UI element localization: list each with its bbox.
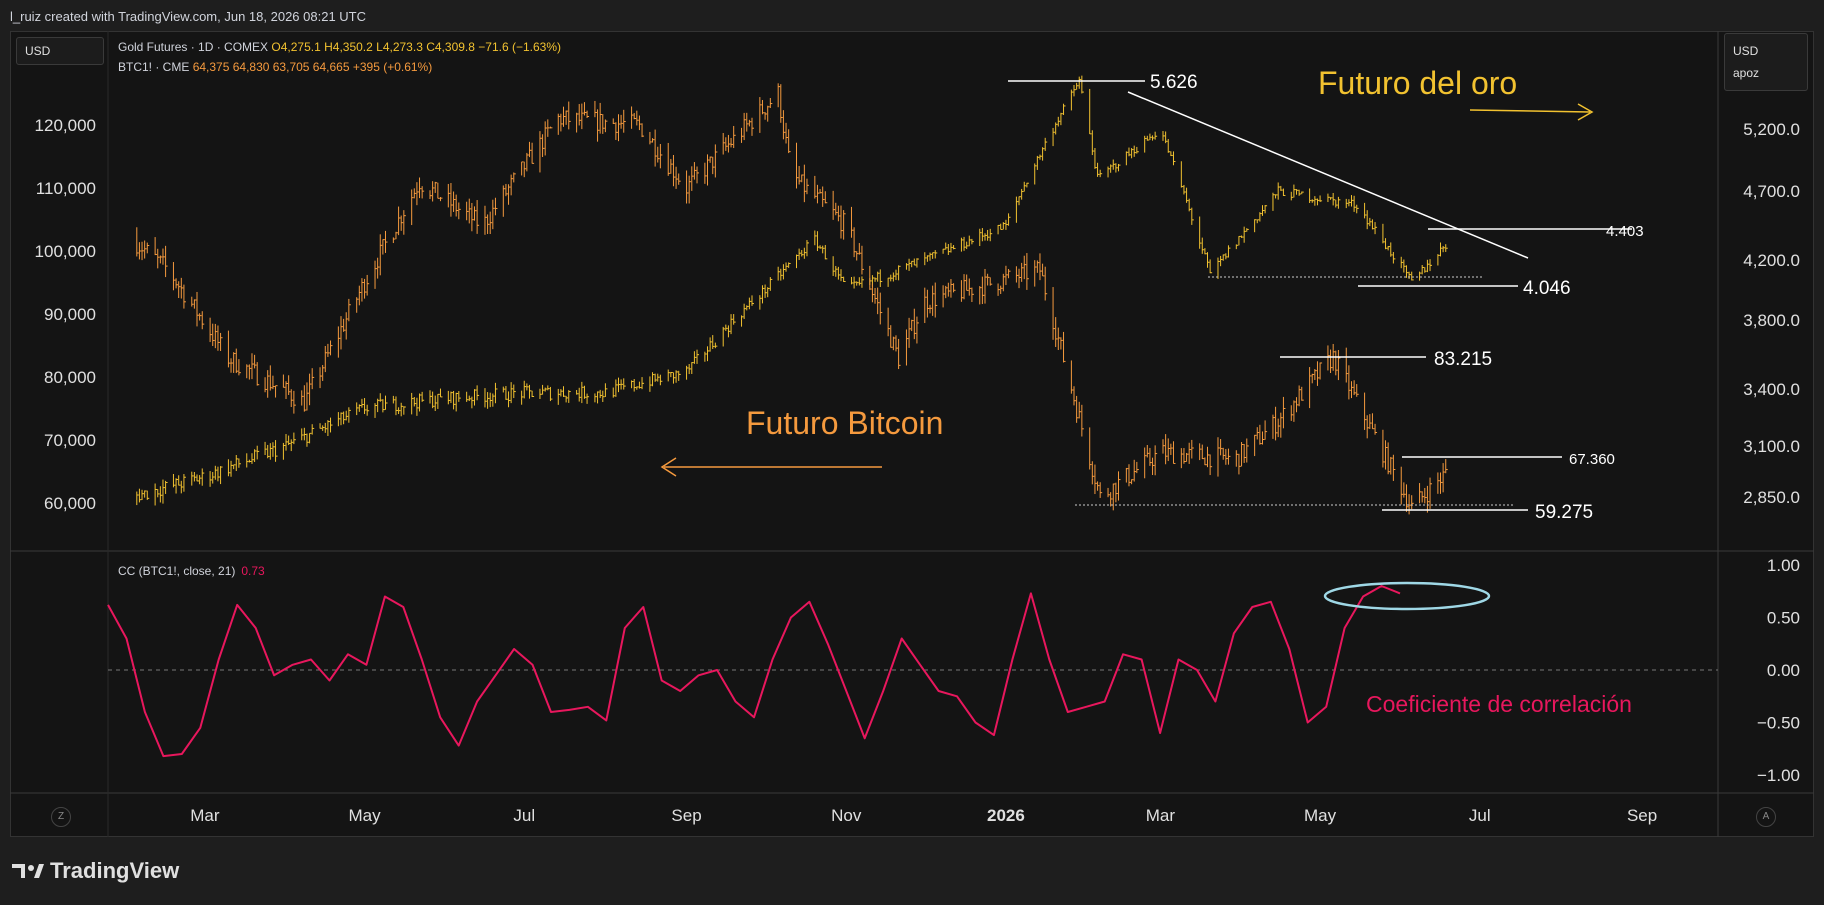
gold-axis-tick-label: 4,200.0 [1743, 251, 1800, 270]
chart-credit: l_ruiz created with TradingView.com, Jun… [10, 9, 367, 24]
time-axis-tick-label: Nov [831, 806, 862, 825]
legend-gold-close: C4,309.8 [426, 40, 475, 54]
btc-lower-level-label: 59.275 [1535, 502, 1593, 523]
time-axis-tick-label: May [1304, 806, 1337, 825]
legend-gold-name: Gold Futures · 1D · COMEX [118, 40, 269, 54]
time-axis-tick-label: Jul [1469, 806, 1491, 825]
gold-lower-level-label: 4.046 [1523, 278, 1571, 299]
legend-gold-high: H4,350.2 [324, 40, 373, 54]
gold-axis-tick-label: 3,100.0 [1743, 437, 1800, 456]
time-axis-tick-label: Sep [671, 806, 701, 825]
corner-button-left[interactable]: Z [51, 807, 71, 827]
gold-axis-tick-label: 4,700.0 [1743, 182, 1800, 201]
bitcoin-arrow-head [660, 457, 677, 477]
cc-axis-tick-label: −0.50 [1757, 714, 1800, 733]
cc-axis-tick-label: 0.00 [1767, 661, 1800, 680]
gold-axis-tick-label: 3,400.0 [1743, 380, 1800, 399]
btc-axis-tick-label: 100,000 [35, 242, 96, 261]
currency-right-label: USD [1733, 44, 1759, 58]
bitcoin-series-label: Futuro Bitcoin [746, 405, 943, 441]
bitcoin-series [136, 83, 1448, 515]
brand-name: TradingView [50, 858, 180, 883]
gold-series [136, 75, 1448, 506]
gold-axis-tick-label: 3,800.0 [1743, 311, 1800, 330]
axes: 120,000 110,000 100,000 90,000 80,000 70,000 6… [35, 116, 1800, 825]
currency-right-sub: apoz [1733, 66, 1760, 80]
legend-gold-low: L4,273.3 [376, 40, 423, 54]
cc-axis-tick-label: 0.50 [1767, 609, 1800, 628]
cc-axis-tick-label: 1.00 [1767, 556, 1800, 575]
currency-selector-left[interactable]: USD [16, 37, 104, 65]
btc-axis-tick-label: 60,000 [44, 494, 96, 513]
annotations: 5.626 4.403 4.046 83.215 67.360 59.275 Futuro … [660, 65, 1644, 717]
gold-arrow-shaft [1469, 109, 1591, 113]
tradingview-logo-icon [12, 864, 44, 878]
time-axis-tick-label: Jul [513, 806, 535, 825]
gold-series-label: Futuro del oro [1318, 65, 1517, 101]
correlation-line [107, 585, 1401, 758]
time-axis-tick-label: May [348, 806, 381, 825]
legend-gold-change: −71.6 (−1.63%) [478, 40, 561, 54]
gold-axis-tick-label: 2,850.0 [1743, 488, 1800, 507]
correlation-series [107, 585, 1401, 758]
time-axis-tick-label: Mar [190, 806, 220, 825]
tradingview-brand: TradingView [12, 858, 179, 884]
gold-peak-label: 5.626 [1150, 72, 1198, 93]
legend-btc-name: BTC1! · CME [118, 60, 190, 74]
legend-gold-open: O4,275.1 [271, 40, 321, 54]
btc-axis-tick-label: 70,000 [44, 431, 96, 450]
time-axis-tick-label: 2026 [987, 806, 1025, 825]
btc-axis-tick-label: 80,000 [44, 368, 96, 387]
correlation-highlight-ellipse [1323, 581, 1491, 611]
gold-upper-level-label: 4.403 [1606, 223, 1644, 240]
gold-arrow-head [1577, 103, 1594, 121]
time-axis-tick-label: Mar [1146, 806, 1176, 825]
correlation-series-label: Coeficiente de correlación [1366, 691, 1632, 717]
legend-btc[interactable]: BTC1! · CME 64,375 64,830 63,705 64,665 … [118, 60, 432, 74]
btc-axis-tick-label: 110,000 [36, 179, 96, 198]
time-axis-tick-label: Sep [1627, 806, 1657, 825]
cc-legend-label: CC (BTC1!, close, 21) [118, 564, 236, 578]
legend-gold[interactable]: Gold Futures · 1D · COMEX O4,275.1 H4,35… [118, 40, 561, 54]
currency-selector-right[interactable]: USD apoz [1724, 33, 1808, 91]
btc-axis-tick-label: 90,000 [44, 305, 96, 324]
gold-axis-tick-label: 5,200.0 [1743, 120, 1800, 139]
auto-scale-button[interactable]: A [1756, 807, 1776, 827]
legend-correlation[interactable]: CC (BTC1!, close, 21) 0.73 [118, 564, 265, 578]
cc-legend-value: 0.73 [241, 564, 265, 578]
legend-btc-values: 64,375 64,830 63,705 64,665 +395 (+0.61%… [192, 60, 433, 74]
gold-trendline [1127, 91, 1529, 259]
btc-axis-tick-label: 120,000 [35, 116, 96, 135]
btc-peak-label: 83.215 [1434, 349, 1492, 370]
cc-axis-tick-label: −1.00 [1757, 766, 1800, 785]
chart-frame [10, 31, 1814, 837]
btc-upper-level-label: 67.360 [1569, 451, 1615, 468]
